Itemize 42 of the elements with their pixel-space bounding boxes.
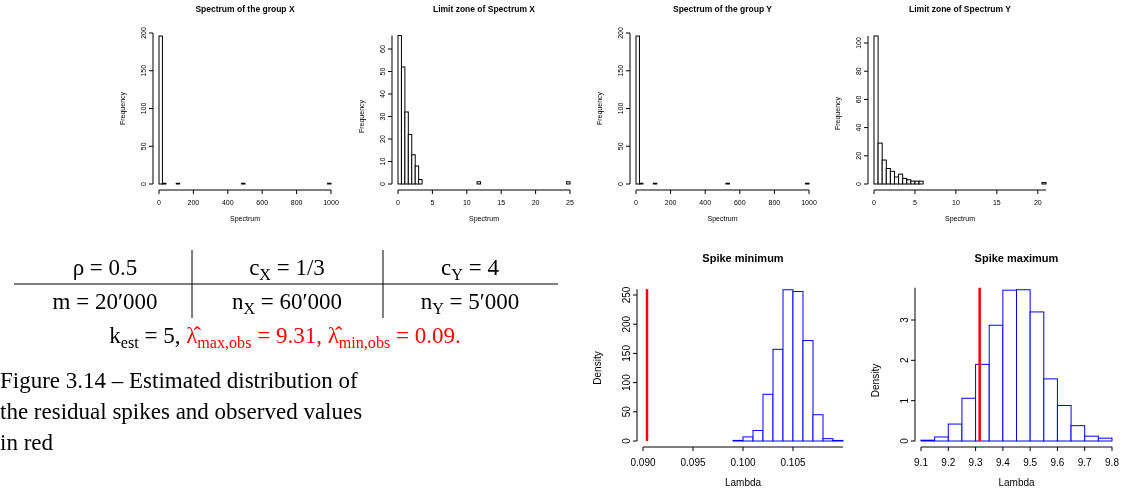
text: m = 20′000 (52, 289, 158, 314)
x-axis-title: Lambda (998, 477, 1036, 488)
y-tick-label: 50 (621, 405, 632, 418)
chart-title: Spike minimum (702, 252, 784, 264)
chart-title: Spectrum of the group Y (672, 4, 773, 14)
y-tick-label: 100 (621, 373, 632, 391)
chart-title: Spike maximum (974, 252, 1059, 264)
text: ρ = 0.5 (72, 255, 138, 280)
y-tick-label: 3 (899, 316, 910, 323)
chart-title: Spectrum of the group X (195, 4, 295, 14)
y-tick-label: 150 (621, 344, 632, 362)
text: c$_{X}$ = 1/3 (249, 255, 325, 283)
caption: Figure 3.14 – Estimated distribution of the residual spikes and observed values in red (0, 368, 363, 455)
y-tick-label: 0 (899, 437, 910, 444)
x-axis-title: Lambda (724, 477, 762, 488)
x-tick-label: 9.5 (1023, 457, 1038, 468)
chart-title: Limit zone of Spectrum Y (909, 4, 1012, 14)
text: c$_{Y}$ = 4 (441, 255, 500, 283)
y-tick-label: 2 (899, 357, 910, 364)
y-tick-label: 250 (621, 286, 632, 304)
x-tick-label: 9.6 (1050, 457, 1065, 468)
x-tick-label: 0.090 (630, 457, 656, 468)
x-tick-label: 9.1 (914, 457, 929, 468)
y-tick-label: 0 (621, 437, 632, 444)
text: n$_{Y}$ = 5′000 (420, 289, 520, 317)
text: λ̂$_{min,obs}$ = 0.09. (327, 323, 461, 351)
x-tick-label: 0.095 (680, 457, 706, 468)
text: λ̂$_{max,obs}$ = 9.31, (186, 323, 322, 351)
y-axis-title: Density (592, 351, 603, 385)
x-tick-label: 0.105 (780, 457, 806, 468)
x-tick-label: 9.3 (968, 457, 983, 468)
x-tick-label: 9.8 (1105, 457, 1120, 468)
chart-title: Limit zone of Spectrum X (432, 4, 536, 14)
text: k$_{est}$ = 5, (109, 323, 181, 351)
text: n$_{X}$ = 60′000 (231, 289, 343, 317)
x-tick-label: 9.2 (941, 457, 956, 468)
x-tick-label: 0.100 (730, 457, 756, 468)
x-tick-label: 9.7 (1077, 457, 1093, 468)
y-axis-title: Density (870, 363, 881, 398)
x-tick-label: 9.4 (995, 457, 1011, 468)
y-tick-label: 200 (621, 315, 632, 333)
y-tick-label: 1 (899, 397, 910, 404)
